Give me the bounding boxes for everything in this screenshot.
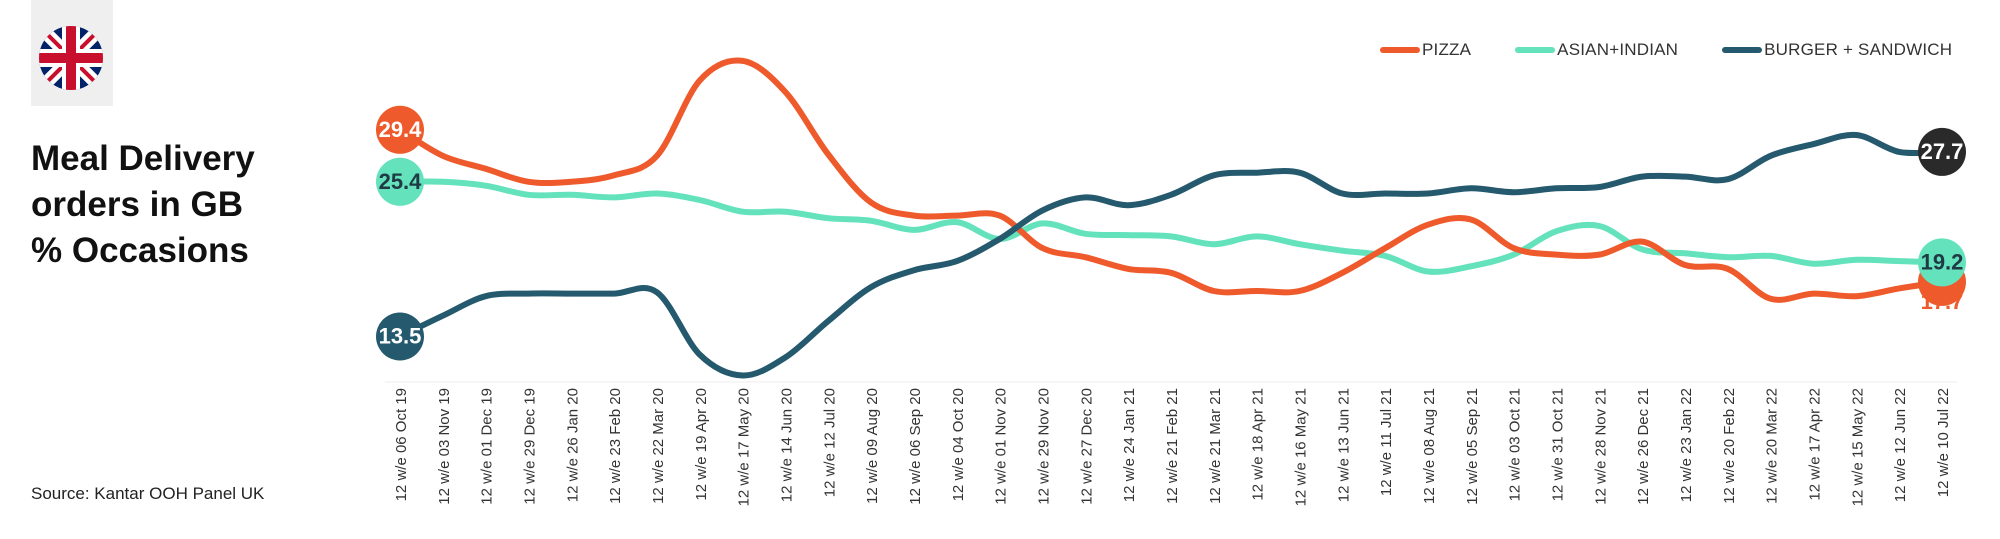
x-tick-label: 12 w/e 18 Apr 21 <box>1250 388 1267 501</box>
title-line-3: % Occasions <box>31 231 249 270</box>
x-tick-label: 12 w/e 08 Aug 21 <box>1421 388 1438 504</box>
x-tick-label: 12 w/e 20 Feb 22 <box>1721 388 1738 504</box>
legend-item-burger-sandwich: BURGER + SANDWICH <box>1722 40 1952 60</box>
x-tick-label: 12 w/e 22 Mar 20 <box>650 388 667 504</box>
x-tick-label: 12 w/e 12 Jul 20 <box>821 388 838 497</box>
x-tick-label: 12 w/e 12 Jun 22 <box>1892 388 1909 502</box>
x-tick-label: 12 w/e 24 Jan 21 <box>1121 388 1138 502</box>
x-tick-label: 12 w/e 03 Nov 19 <box>436 388 453 505</box>
start-marker-burger-sandwich <box>376 312 424 361</box>
x-tick-label: 12 w/e 23 Feb 20 <box>607 388 624 504</box>
start-label-pizza: 29.4 <box>379 117 423 142</box>
x-tick-label: 12 w/e 29 Dec 19 <box>522 388 539 505</box>
x-tick-label: 12 w/e 16 May 21 <box>1293 388 1310 506</box>
x-tick-label: 12 w/e 13 Jun 21 <box>1335 388 1352 502</box>
title-line-1: Meal Delivery <box>31 139 255 178</box>
start-label-asian-indian: 25.4 <box>379 169 423 194</box>
x-tick-label: 12 w/e 09 Aug 20 <box>864 388 881 504</box>
x-tick-label: 12 w/e 10 Jul 22 <box>1935 388 1952 497</box>
x-tick-label: 12 w/e 06 Oct 19 <box>393 388 410 501</box>
x-tick-label: 12 w/e 21 Mar 21 <box>1207 388 1224 504</box>
x-tick-label: 12 w/e 04 Oct 20 <box>950 388 967 501</box>
x-tick-label: 12 w/e 03 Oct 21 <box>1507 388 1524 501</box>
x-tick-label: 12 w/e 05 Sep 21 <box>1464 388 1481 505</box>
legend-item-pizza: PIZZA <box>1380 40 1471 60</box>
series-line-pizza <box>397 57 1945 303</box>
series-line-asian-indian <box>397 178 1945 275</box>
x-tick-label: 12 w/e 11 Jul 21 <box>1378 388 1395 496</box>
source-note: Source: Kantar OOH Panel UK <box>31 484 265 503</box>
end-marker-burger-sandwich <box>1918 127 1966 176</box>
legend-swatch-asian-indian <box>1515 47 1556 53</box>
title-line-2: orders in GB <box>31 185 243 224</box>
x-tick-label: 12 w/e 26 Jan 20 <box>564 388 581 502</box>
legend-label-pizza: PIZZA <box>1422 40 1472 59</box>
x-tick-label: 12 w/e 14 Jun 20 <box>779 388 796 502</box>
flag-box <box>31 0 113 106</box>
x-tick-label: 12 w/e 20 Mar 22 <box>1764 388 1781 504</box>
end-label-pizza: 17.7 <box>1921 289 1964 314</box>
union-jack-flag-icon <box>39 26 103 90</box>
series-line-burger-sandwich <box>397 131 1945 379</box>
legend-item-asian-indian: ASIAN+INDIAN <box>1515 40 1678 60</box>
x-tick-label: 12 w/e 27 Dec 20 <box>1078 388 1095 505</box>
x-tick-label: 12 w/e 01 Nov 20 <box>993 388 1010 505</box>
x-tick-label: 12 w/e 17 Apr 22 <box>1807 388 1824 501</box>
end-label-burger-sandwich: 27.7 <box>1921 139 1964 164</box>
x-tick-label: 12 w/e 28 Nov 21 <box>1592 388 1609 505</box>
x-tick-label: 12 w/e 23 Jan 22 <box>1678 388 1695 502</box>
x-tick-label: 12 w/e 19 Apr 20 <box>693 388 710 501</box>
end-label-asian-indian: 19.2 <box>1921 249 1964 274</box>
x-tick-label: 12 w/e 15 May 22 <box>1849 388 1866 506</box>
legend-label-burger-sandwich: BURGER + SANDWICH <box>1764 40 1953 59</box>
x-tick-label: 12 w/e 01 Dec 19 <box>479 388 496 505</box>
x-tick-label: 12 w/e 29 Nov 20 <box>1036 388 1053 505</box>
start-marker-pizza <box>376 105 424 154</box>
start-marker-asian-indian <box>376 157 424 206</box>
x-tick-label: 12 w/e 17 May 20 <box>736 388 753 506</box>
legend-label-asian-indian: ASIAN+INDIAN <box>1557 40 1679 59</box>
end-marker-asian-indian <box>1918 238 1966 287</box>
x-tick-label: 12 w/e 31 Oct 21 <box>1550 388 1567 501</box>
chart-legend: PIZZA ASIAN+INDIAN BURGER + SANDWICH <box>1380 40 1952 60</box>
start-label-burger-sandwich: 13.5 <box>379 324 422 349</box>
x-tick-label: 12 w/e 06 Sep 20 <box>907 388 924 505</box>
legend-swatch-pizza <box>1380 47 1420 53</box>
page-title: Meal Delivery orders in GB % Occasions <box>31 136 255 274</box>
x-tick-label: 12 w/e 26 Dec 21 <box>1635 388 1652 505</box>
legend-swatch-burger-sandwich <box>1722 47 1763 53</box>
x-tick-label: 12 w/e 21 Feb 21 <box>1164 388 1181 504</box>
